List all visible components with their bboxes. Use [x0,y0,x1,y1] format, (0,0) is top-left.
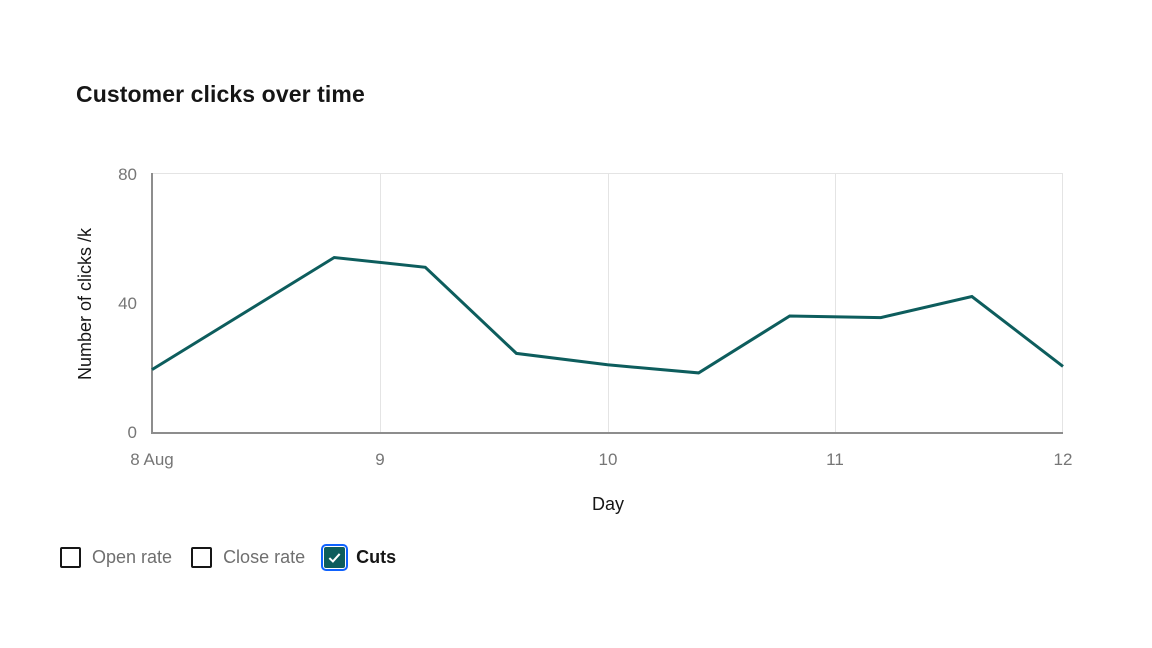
y-tick-80: 80 [118,165,137,184]
gridline-day-12 [1062,173,1063,433]
y-tick-40: 40 [118,294,137,313]
x-tick-11: 11 [826,450,844,469]
legend-item-cuts[interactable]: Cuts [321,544,397,571]
legend-label-close-rate: Close rate [223,547,306,567]
x-tick-10: 10 [598,450,618,469]
line-series-cuts [151,255,1064,375]
legend-item-open-rate[interactable]: Open rate [60,547,172,568]
legend: Open rate Close rate Cuts [60,544,397,571]
x-tick-12: 12 [1053,450,1073,469]
legend-label-cuts: Cuts [356,547,397,567]
x-axis-line [151,432,1063,434]
legend-item-close-rate[interactable]: Close rate [191,547,305,568]
checkbox-cuts[interactable] [321,544,349,571]
gridline-day-10 [607,173,609,433]
chart-title: Customer clicks over time [76,81,365,107]
gridline-day-11 [835,173,837,433]
checkmark-icon [328,553,341,563]
legend-label-open-rate: Open rate [92,547,173,567]
x-axis-title: Day [591,494,624,514]
x-tick-9: 9 [375,450,385,469]
line-chart-canvas [151,255,1064,375]
checkbox-close-rate[interactable] [191,547,213,568]
gridline-day-9 [379,173,381,433]
y-tick-0: 0 [127,423,137,442]
plot-area [151,173,1064,434]
x-tick-8-aug: 8 Aug [130,450,174,469]
y-axis-line [151,173,153,433]
checkbox-open-rate[interactable] [60,547,81,568]
